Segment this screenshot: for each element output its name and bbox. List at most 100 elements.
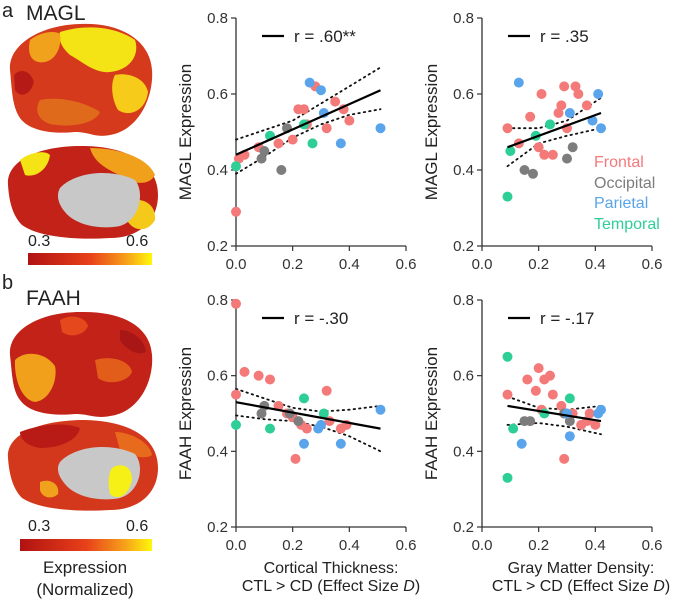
legend-item-occipital: Occipital <box>594 174 656 192</box>
xlabel-right: Gray Matter Density: CTL > CD (Effect Si… <box>436 560 673 596</box>
magl-gm-point-frontal <box>536 89 547 99</box>
magl-ct-xtick-label: 0.0 <box>226 256 247 273</box>
xlabel-left-text: CTL > CD (Effect Size <box>241 578 404 595</box>
magl-gm-point-temporal <box>502 191 513 202</box>
panel-letter-b: b <box>2 272 14 294</box>
faah-ct-xtick-label: 0.2 <box>282 537 303 554</box>
magl-gm-point-frontal <box>502 123 513 134</box>
faah-gm-point-parietal <box>516 438 527 449</box>
magl-ct-point-temporal <box>231 161 241 172</box>
faah-gm-xtick-label: 0.0 <box>472 537 493 554</box>
faah-ct-point-frontal <box>231 389 241 400</box>
magl-gm-point-parietal <box>564 108 575 118</box>
magl-ct-point-parietal <box>304 77 315 88</box>
faah-ct-point-occipital <box>293 416 304 427</box>
faah-ct-xtick-label: 0.6 <box>396 537 417 554</box>
magl-gm-ytick-label: 0.8 <box>453 10 474 27</box>
xlabel-left-close: ) <box>414 578 421 595</box>
brain-title-magl: MAGL <box>26 2 86 25</box>
faah-gm-ytick-label: 0.6 <box>453 368 474 385</box>
faah-gm-ylabel: FAAH Expression <box>422 347 441 480</box>
faah-gm-point-frontal <box>590 419 601 430</box>
magl-ct-point-frontal <box>330 96 341 107</box>
magl-ct-point-occipital <box>259 146 270 156</box>
faah-ct-point-frontal <box>239 366 250 377</box>
xlabel-left-line2: CTL > CD (Effect Size D) <box>186 578 476 596</box>
magl-gm-point-frontal <box>525 111 536 122</box>
faah-gm-point-temporal <box>508 423 519 434</box>
faah-ct-point-parietal <box>335 438 346 449</box>
faah-gm-ytick-label: 0.2 <box>453 519 474 536</box>
magl-ct-annotation: r = .60** <box>294 27 356 46</box>
faah-gm-ci-upper <box>506 395 602 411</box>
magl-gm-annotation: r = .35 <box>540 27 589 46</box>
magl-medial-brain <box>7 145 159 239</box>
magl-gm-ytick-label: 0.2 <box>453 238 474 255</box>
magl-gm-point-occipital <box>519 165 530 175</box>
panel-letter-a: a <box>2 0 14 22</box>
faah-gm-xtick-label: 0.6 <box>642 537 663 554</box>
magl-gm-point-temporal <box>545 119 555 130</box>
colorbar-min-label-magl: 0.3 <box>28 233 51 250</box>
faah-ct-xtick-label: 0.4 <box>339 537 360 554</box>
faah-gm-point-frontal <box>545 370 555 381</box>
faah-medial-brain <box>7 420 159 511</box>
magl-ct-xtick-label: 0.6 <box>396 256 417 273</box>
faah-ct-ytick-label: 0.4 <box>207 443 228 460</box>
magl-ct-ylabel: MAGL Expression <box>176 64 195 200</box>
magl-ct-ytick-label: 0.2 <box>207 238 228 255</box>
faah-gm-point-parietal <box>564 431 575 442</box>
magl-ct-point-frontal <box>344 115 355 126</box>
faah-gm-point-frontal <box>559 453 570 464</box>
faah-gm-point-frontal <box>584 408 595 419</box>
magl-gm-xtick-label: 0.4 <box>585 256 606 273</box>
magl-gm-ylabel: MAGL Expression <box>422 64 441 200</box>
faah-ct-annotation: r = -.30 <box>294 309 348 328</box>
brain-title-faah: FAAH <box>26 287 81 310</box>
faah-lateral-brain <box>9 311 153 417</box>
colorbar-title: Expression <box>42 558 128 577</box>
faah-gm-point-frontal <box>530 385 541 396</box>
magl-gm-point-parietal <box>596 123 606 134</box>
colorbar-subtitle: (Normalized) <box>36 580 134 599</box>
faah-gm-point-frontal <box>522 374 533 385</box>
colorbar-max-label-faah: 0.6 <box>126 518 149 535</box>
magl-gm-point-frontal <box>573 89 584 99</box>
magl-gm-xtick-label: 0.6 <box>642 256 663 273</box>
faah-ct-point-parietal <box>299 438 309 449</box>
magl-lateral-brain <box>9 23 153 136</box>
magl-gm-point-frontal <box>556 100 567 111</box>
magl-gm-point-frontal <box>559 81 570 92</box>
magl-gm-point-frontal <box>570 81 581 92</box>
magl-ct-ytick-label: 0.8 <box>207 10 228 27</box>
colorbar-max-label-magl: 0.6 <box>126 233 149 250</box>
xlabel-right-close: ) <box>664 578 671 595</box>
magl-gm-point-parietal <box>513 77 524 88</box>
faah-ct-point-temporal <box>299 393 309 404</box>
magl-gm-point-frontal <box>553 108 564 118</box>
magl-gm-ytick-label: 0.6 <box>453 86 474 103</box>
xlabel-left-line1: Cortical Thickness: <box>263 560 399 577</box>
faah-ct-point-frontal <box>231 298 241 309</box>
magl-gm-point-occipital <box>567 142 578 153</box>
faah-ct-ytick-label: 0.8 <box>207 292 228 309</box>
faah-gm-point-temporal <box>564 393 575 404</box>
magl-gm-fit-line <box>507 111 602 149</box>
faah-gm-annotation: r = -.17 <box>540 309 594 328</box>
magl-gm-point-occipital <box>562 153 572 164</box>
magl-ct-point-temporal <box>307 138 318 149</box>
faah-gm-point-occipital <box>525 416 536 427</box>
magl-ct-ytick-label: 0.6 <box>207 86 228 103</box>
magl-ct-point-parietal <box>316 85 326 96</box>
magl-ct-point-frontal <box>299 104 309 115</box>
magl-ct-xtick-label: 0.4 <box>339 256 360 273</box>
faah-gm-point-frontal <box>502 389 513 400</box>
faah-gm-ytick-label: 0.8 <box>453 292 474 309</box>
legend-item-frontal: Frontal <box>594 154 644 171</box>
faah-ct-fit-line <box>235 401 381 430</box>
colorbar-magl <box>28 253 152 265</box>
magl-ct-xtick-label: 0.2 <box>282 256 303 273</box>
faah-ct-point-parietal <box>316 419 326 430</box>
